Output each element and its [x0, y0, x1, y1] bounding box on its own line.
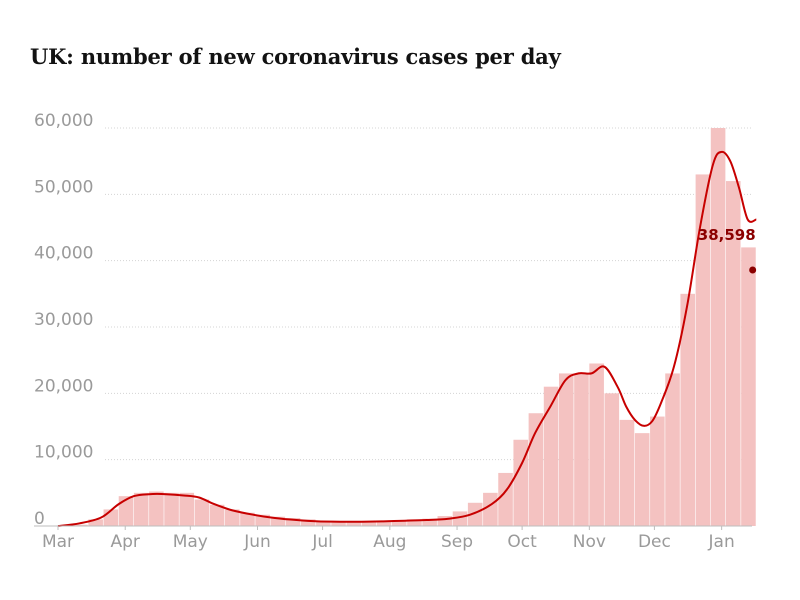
daily-bar	[665, 373, 680, 526]
latest-value-dot	[749, 266, 757, 274]
daily-bar	[316, 521, 331, 526]
daily-bar	[558, 373, 574, 526]
daily-bar	[741, 247, 756, 526]
daily-bar	[346, 521, 362, 526]
y-tick-label: 30,000	[34, 310, 93, 330]
daily-bar	[270, 516, 286, 526]
x-tick-label: May	[173, 532, 208, 552]
daily-bar	[407, 519, 422, 526]
x-tick-label: Dec	[638, 532, 671, 552]
daily-bar	[361, 521, 377, 526]
daily-bar	[422, 518, 437, 526]
daily-bar	[255, 514, 270, 526]
x-tick-label: Aug	[373, 532, 406, 552]
daily-bar	[376, 520, 392, 526]
daily-bar	[589, 363, 604, 526]
daily-bar	[483, 492, 498, 526]
y-tick-label: 50,000	[34, 177, 93, 197]
daily-bar	[88, 519, 103, 526]
daily-bar	[498, 472, 513, 526]
y-tick-label: 60,000	[34, 111, 93, 131]
daily-bar	[224, 509, 240, 526]
daily-bar	[650, 416, 665, 526]
x-tick-label: Jan	[708, 532, 735, 552]
x-tick-label: Mar	[42, 532, 74, 552]
daily-bars	[58, 128, 756, 527]
x-tick-label: Sep	[441, 532, 473, 552]
y-tick-label: 20,000	[34, 376, 93, 396]
average-line	[57, 150, 757, 527]
x-tick-label: Jul	[311, 532, 333, 552]
x-tick-label: Jun	[243, 532, 271, 552]
daily-bar	[331, 522, 346, 526]
daily-bar	[118, 496, 134, 526]
x-tick-label: Nov	[573, 532, 606, 552]
y-tick-label: 0	[34, 509, 45, 529]
latest-value-label: 38,598	[698, 226, 756, 244]
daily-bar	[73, 524, 88, 526]
y-tick-label: 40,000	[34, 244, 93, 264]
daily-bar	[619, 419, 635, 526]
daily-bar	[680, 293, 696, 526]
daily-bar	[437, 516, 453, 526]
gridlines	[105, 127, 752, 461]
daily-bar	[194, 499, 210, 526]
chart-title: UK: number of new coronavirus cases per …	[30, 44, 561, 69]
x-tick-label: Oct	[507, 532, 537, 552]
daily-bar	[574, 373, 589, 526]
daily-bar	[164, 492, 179, 526]
daily-bar	[543, 386, 559, 526]
daily-bar	[391, 520, 407, 526]
daily-bar	[710, 128, 726, 526]
daily-bar	[513, 439, 529, 526]
y-tick-label: 10,000	[34, 443, 93, 463]
daily-bar	[634, 433, 650, 526]
daily-bar	[725, 181, 741, 527]
daily-bar	[452, 511, 468, 526]
daily-bar	[133, 492, 149, 526]
daily-bar	[285, 518, 301, 526]
daily-bar	[149, 491, 164, 526]
daily-bar	[179, 492, 195, 526]
daily-bar	[300, 519, 316, 526]
daily-bar	[467, 502, 483, 526]
y-axis-ticks: 0 10,000 20,000 30,000 40,000 50,000 60,000	[34, 111, 93, 529]
daily-bar	[103, 509, 119, 526]
daily-bar	[695, 174, 711, 526]
daily-bar	[209, 504, 225, 526]
daily-bar	[240, 512, 255, 526]
x-axis-ticks: Mar Apr May Jun Jul Aug Sep Oct Nov Dec Jan	[42, 526, 735, 552]
daily-bar	[604, 393, 620, 526]
x-tick-label: Apr	[111, 532, 140, 552]
